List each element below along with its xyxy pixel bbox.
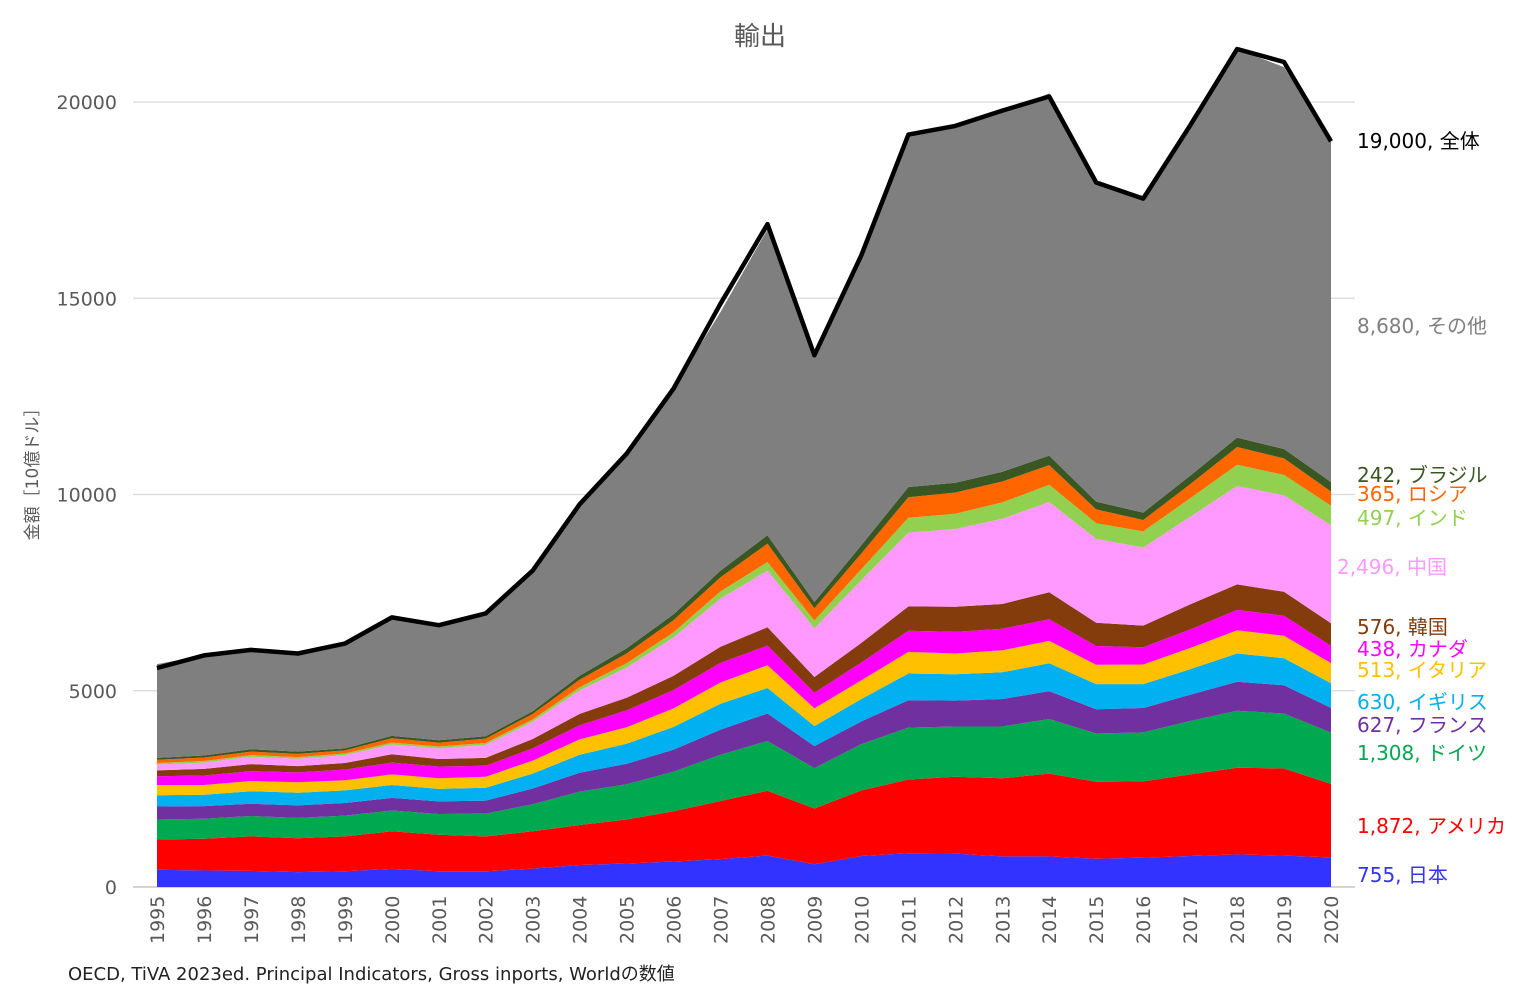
total-line-group (156, 46, 1333, 671)
x-tick-label: 2010 (851, 896, 873, 944)
x-tick-label: 2012 (945, 896, 967, 944)
x-tick-label: 1996 (194, 896, 216, 944)
y-tick-label: 20000 (57, 92, 117, 114)
area-カナダ (157, 609, 1331, 785)
x-tick-label: 2013 (992, 896, 1014, 944)
end-label-その他: 8,680, その他 (1357, 314, 1487, 338)
end-label-ブラジル: 242, ブラジル (1357, 463, 1488, 487)
x-tick-label: 2005 (617, 896, 639, 944)
stacked-areas (157, 49, 1331, 887)
area-その他 (157, 49, 1331, 758)
x-tick-label: 2018 (1227, 896, 1249, 944)
area-ドイツ (157, 710, 1331, 840)
area-アメリカ (157, 767, 1331, 873)
area-フランス (157, 681, 1331, 820)
total-line (156, 46, 1333, 671)
end-label-イタリア: 513, イタリア (1357, 658, 1487, 682)
end-label-イギリス: 630, イギリス (1357, 690, 1488, 714)
x-tick-label: 2003 (523, 896, 545, 944)
y-tick-label: 5000 (69, 681, 117, 703)
x-tick-label: 1998 (288, 896, 310, 944)
source-note: OECD, TiVA 2023ed. Principal Indicators,… (68, 964, 675, 985)
y-axis-label: 金額［10億ドル］ (23, 400, 43, 541)
y-tick-label: 10000 (57, 485, 117, 507)
x-tick-label: 2017 (1180, 896, 1202, 944)
area-日本 (157, 853, 1331, 887)
y-tick-label: 15000 (57, 288, 117, 310)
x-tick-label: 1997 (241, 896, 263, 944)
end-label-フランス: 627, フランス (1357, 713, 1488, 737)
x-tick-label: 1995 (147, 896, 169, 944)
end-label-日本: 755, 日本 (1357, 863, 1448, 887)
end-label-アメリカ: 1,872, アメリカ (1357, 814, 1506, 838)
end-label-ドイツ: 1,308, ドイツ (1357, 741, 1487, 765)
x-axis-ticks: 1995 1996 1997 1998 1999 2000 2001 2002 2003 2004… (147, 896, 1343, 944)
x-tick-label: 2007 (711, 896, 733, 944)
x-tick-label: 2020 (1321, 896, 1343, 944)
end-label-ロシア: 365, ロシア (1357, 482, 1468, 506)
series-end-labels: 755, 日本 1,872, アメリカ 1,308, ドイツ 627, フランス630… (1337, 129, 1506, 887)
x-tick-label: 2001 (429, 896, 451, 944)
end-label-全体: 19,000, 全体 (1357, 129, 1480, 153)
area-韓国 (157, 584, 1331, 777)
end-label-中国: 2,496, 中国 (1337, 555, 1447, 579)
y-axis-ticks: 0 5000 10000 15000 20000 (57, 92, 117, 899)
x-tick-label: 2009 (804, 896, 826, 944)
x-tick-label: 2002 (476, 896, 498, 944)
x-tick-label: 1999 (335, 896, 357, 944)
x-tick-label: 2006 (664, 896, 686, 944)
x-tick-label: 2014 (1039, 896, 1061, 944)
x-tick-label: 2011 (898, 896, 920, 944)
area-中国 (157, 485, 1331, 771)
chart-title: 輸出 (734, 22, 786, 52)
y-tick-label: 0 (105, 877, 117, 899)
x-tick-label: 2000 (382, 896, 404, 944)
x-tick-label: 2008 (757, 896, 779, 944)
x-tick-label: 2004 (570, 896, 592, 944)
x-tick-label: 2019 (1274, 896, 1296, 944)
area-イギリス (157, 653, 1331, 807)
end-label-インド: 497, インド (1357, 506, 1468, 530)
end-label-カナダ: 438, カナダ (1357, 637, 1468, 661)
area-ロシア (157, 447, 1331, 763)
end-label-韓国: 576, 韓国 (1357, 615, 1448, 639)
area-イタリア (157, 630, 1331, 796)
x-tick-label: 2016 (1133, 896, 1155, 944)
area-インド (157, 464, 1331, 765)
x-tick-label: 2015 (1086, 896, 1108, 944)
